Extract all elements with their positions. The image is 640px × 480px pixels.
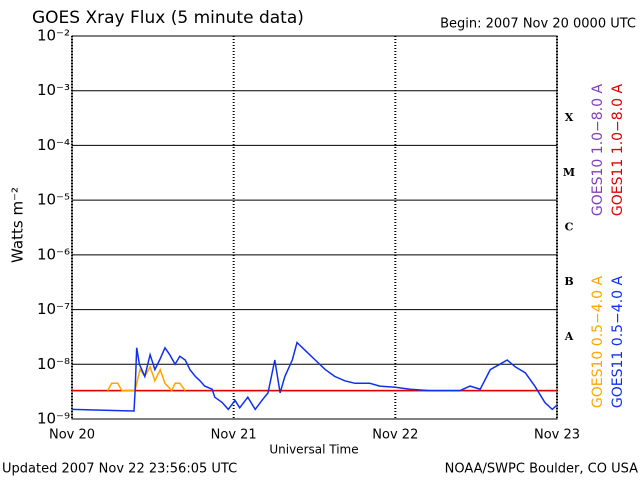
chart-subtitle: Begin: 2007 Nov 20 0000 UTC [440,17,636,32]
flare-class-label: M [563,166,575,179]
x-tick-label: Nov 22 [372,428,418,443]
y-tick-label: 10⁻⁴ [37,136,70,154]
y-tick-label: 10⁻³ [37,81,70,99]
flare-class-label: X [565,111,574,124]
series-line [71,341,558,412]
y-tick-label: 10⁻² [37,27,70,45]
plot-frame [71,35,558,420]
y-axis-label: Watts m⁻² [9,187,27,263]
y-tick-label: 10⁻⁷ [37,300,70,318]
y-tick-label: 10⁻⁵ [37,191,70,209]
legend-entry: GOES10 1.0−8.0 A [590,84,606,217]
x-tick-label: Nov 23 [534,428,580,443]
footer-left: Updated 2007 Nov 22 23:56:05 UTC [2,462,237,477]
footer-right: NOAA/SWPC Boulder, CO USA [445,462,638,477]
y-tick-label: 10⁻⁹ [37,410,70,428]
y-tick-label: 10⁻⁸ [37,355,70,373]
x-tick-label: Nov 20 [49,428,95,443]
flare-class-label: A [564,330,574,343]
flare-class-label: B [564,275,573,288]
legend-entry: GOES11 0.5−4.0 A [610,276,626,409]
chart-title: GOES Xray Flux (5 minute data) [32,8,304,28]
legend-entry: GOES10 0.5−4.0 A [590,276,606,409]
series-line [107,364,186,392]
legend-entry: GOES11 1.0−8.0 A [610,84,626,217]
x-axis-label: Universal Time [269,443,358,457]
x-tick-label: Nov 21 [211,428,257,443]
flare-class-label: C [565,221,574,234]
y-tick-label: 10⁻⁶ [37,245,70,263]
